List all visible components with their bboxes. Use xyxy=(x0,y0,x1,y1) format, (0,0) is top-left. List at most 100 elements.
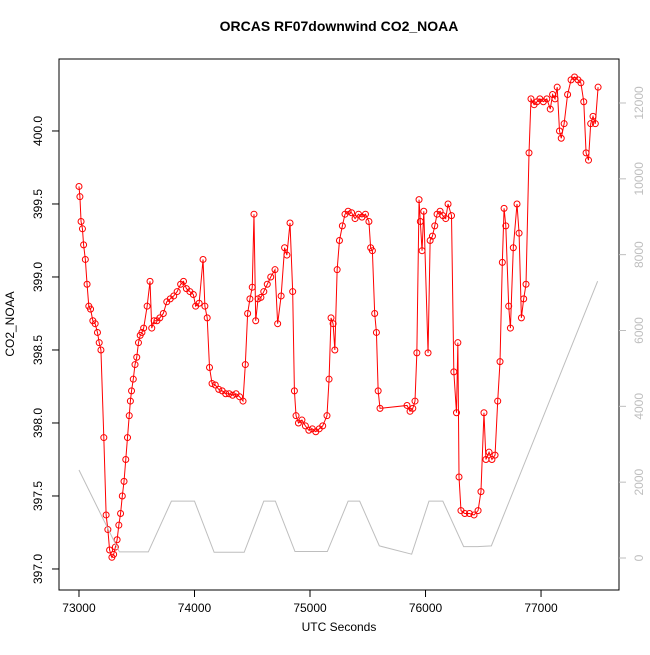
data-point xyxy=(241,361,249,369)
data-point xyxy=(522,280,530,288)
data-point xyxy=(236,393,244,401)
data-point xyxy=(557,134,565,142)
data-point xyxy=(428,232,436,240)
data-point xyxy=(257,293,265,301)
data-point xyxy=(450,368,458,376)
data-point xyxy=(77,217,85,225)
data-point xyxy=(131,361,139,369)
data-point xyxy=(374,387,382,395)
data-point xyxy=(134,339,142,347)
data-point xyxy=(118,492,126,500)
data-point xyxy=(199,255,207,263)
x-axis-label: UTC Seconds xyxy=(302,620,377,634)
data-point xyxy=(348,209,356,217)
data-point xyxy=(229,391,237,399)
data-point xyxy=(150,317,158,325)
x-tick-label: 77000 xyxy=(524,601,558,615)
data-point xyxy=(290,387,298,395)
data-point xyxy=(577,79,585,87)
data-point xyxy=(195,299,203,307)
data-point xyxy=(418,247,426,255)
data-point xyxy=(331,346,339,354)
data-point xyxy=(452,409,460,417)
data-point xyxy=(546,105,554,113)
data-point xyxy=(585,156,593,164)
secondary-line xyxy=(78,281,599,555)
x-tick-label: 73000 xyxy=(62,601,96,615)
data-point xyxy=(239,397,247,405)
data-point xyxy=(125,412,133,420)
plot-frame xyxy=(58,58,620,591)
data-point xyxy=(104,526,112,534)
data-point xyxy=(113,536,121,544)
data-point xyxy=(106,546,114,554)
data-point xyxy=(201,302,209,310)
data-point xyxy=(325,375,333,383)
data-point xyxy=(506,324,514,332)
data-point xyxy=(420,207,428,215)
data-point xyxy=(513,200,521,208)
data-point xyxy=(78,225,86,233)
data-point xyxy=(480,409,488,417)
y2-tick-label: 0 xyxy=(632,554,646,561)
data-point xyxy=(591,120,599,128)
data-point xyxy=(502,222,510,230)
data-point xyxy=(189,290,197,298)
data-point xyxy=(97,346,105,354)
data-point xyxy=(494,397,502,405)
data-point xyxy=(416,217,424,225)
data-point xyxy=(338,222,346,230)
data-point xyxy=(133,353,141,361)
data-point xyxy=(525,149,533,157)
y-tick-label: 399.5 xyxy=(31,189,45,219)
data-point xyxy=(498,258,506,266)
y-axis-label: CO2_NOAA xyxy=(3,291,17,356)
data-point xyxy=(582,149,590,157)
data-point xyxy=(319,422,327,430)
data-point xyxy=(474,507,482,515)
data-point xyxy=(122,455,130,463)
data-point xyxy=(95,339,103,347)
data-point xyxy=(123,434,131,442)
data-point xyxy=(465,509,473,517)
data-point xyxy=(409,404,417,412)
x-tick-label: 76000 xyxy=(409,601,443,615)
data-point xyxy=(589,112,597,120)
data-point xyxy=(517,314,525,322)
y-tick-label: 398.5 xyxy=(31,335,45,365)
y-tick-label: 400.0 xyxy=(31,116,45,146)
data-point xyxy=(477,488,485,496)
data-point xyxy=(368,247,376,255)
data-point xyxy=(260,288,268,296)
data-point xyxy=(126,397,134,405)
data-point xyxy=(102,511,110,519)
data-point xyxy=(491,451,499,459)
data-point xyxy=(252,317,260,325)
data-point xyxy=(173,288,181,296)
data-point xyxy=(556,127,564,135)
data-point xyxy=(87,305,95,313)
data-point xyxy=(91,320,99,328)
data-point xyxy=(83,280,91,288)
data-point xyxy=(376,404,384,412)
chart-title: ORCAS RF07downwind CO2_NOAA xyxy=(220,18,459,34)
y-tick-label: 397.5 xyxy=(31,481,45,511)
data-point xyxy=(500,204,508,212)
data-point xyxy=(496,358,504,366)
data-point xyxy=(292,412,300,420)
y2-tick-label: 8000 xyxy=(632,241,646,268)
y2-tick-label: 6000 xyxy=(632,317,646,344)
data-point xyxy=(274,320,282,328)
data-point xyxy=(351,215,359,223)
data-point xyxy=(120,477,128,485)
data-point xyxy=(444,200,452,208)
data-point xyxy=(129,375,137,383)
y2-tick-label: 10000 xyxy=(632,162,646,196)
data-point xyxy=(509,244,517,252)
data-point xyxy=(515,229,523,237)
data-point xyxy=(448,212,456,220)
data-point xyxy=(100,434,108,442)
data-point xyxy=(277,292,285,300)
y-tick-label: 398.0 xyxy=(31,408,45,438)
data-point xyxy=(138,328,146,336)
